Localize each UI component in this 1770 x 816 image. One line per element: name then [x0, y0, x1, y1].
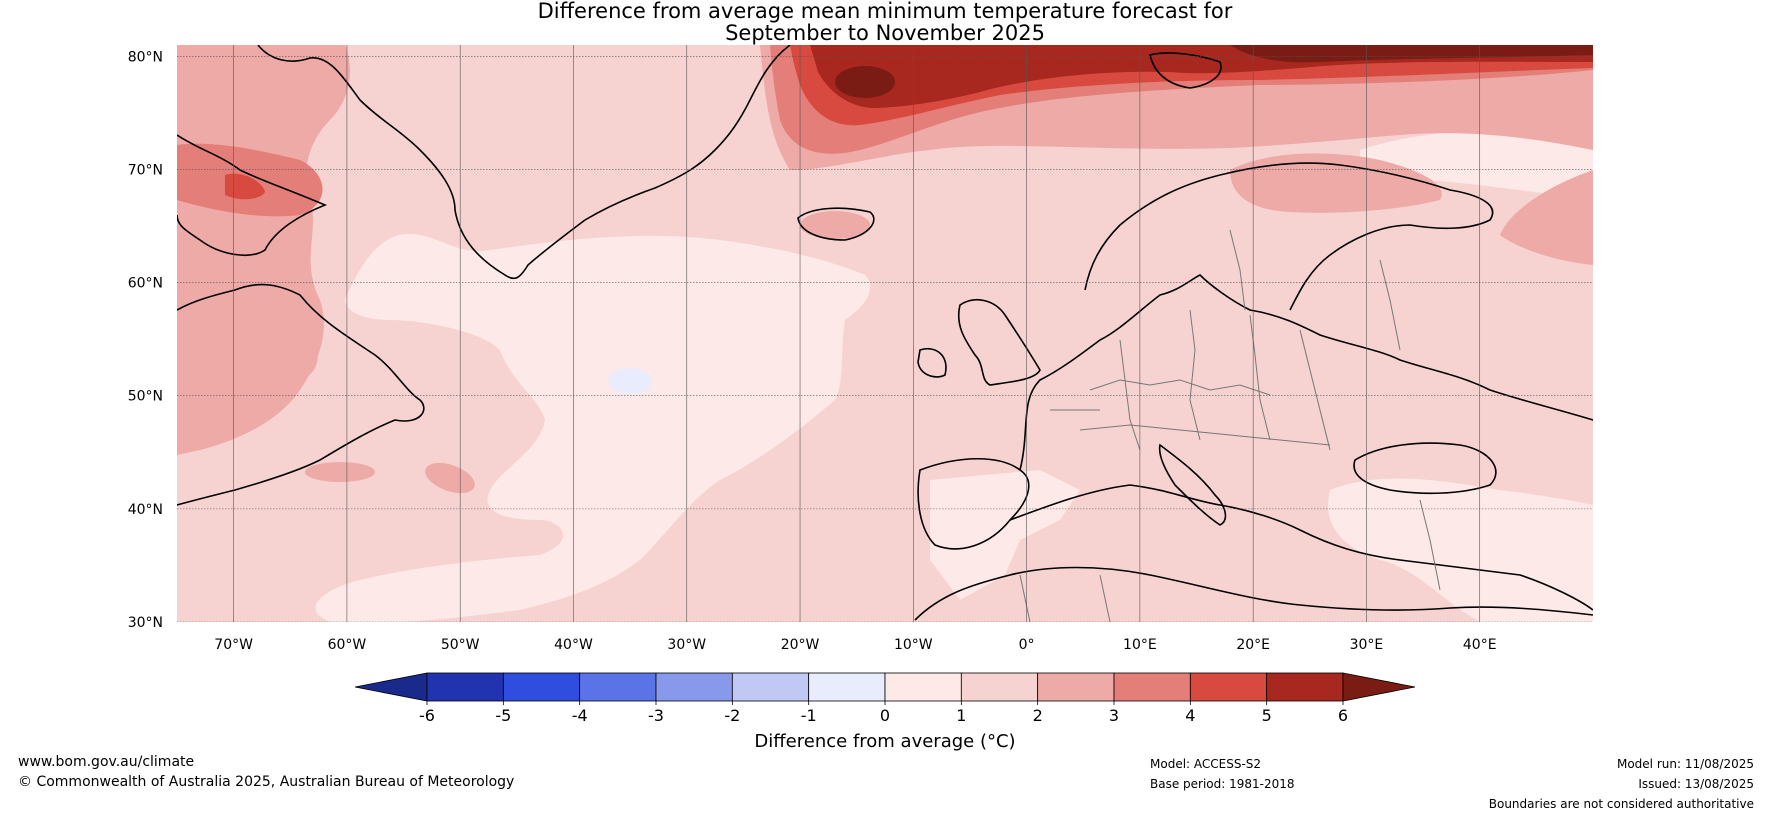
anomaly-minus1-0-blob [608, 368, 652, 394]
coastlines [177, 45, 1593, 621]
map-title-line1: Difference from average mean minimum tem… [537, 0, 1233, 23]
latitude-tick-label: 40°N [128, 502, 163, 518]
baffin-coast [177, 134, 328, 256]
colorbar-tick-label: 0 [880, 706, 890, 725]
longitude-tick-label: 50°W [441, 637, 480, 653]
longitude-labels: 70°W 60°W 50°W 40°W 30°W 20°W 10°W 0° 10°E 20°E 30… [214, 637, 1496, 653]
longitude-tick-label: 0° [1019, 637, 1035, 653]
longitude-tick-label: 10°E [1123, 637, 1157, 653]
anomaly-2-3-region-azores-north [425, 462, 475, 494]
colorbar-bin [731, 672, 810, 702]
anomaly-2-3-region-newfoundland-offshore [305, 462, 375, 482]
anomaly-4-5-region-baffin [225, 173, 265, 200]
longitude-tick-label: 40°W [554, 637, 593, 653]
colorbar-bin [808, 672, 886, 702]
anomaly-over6-region-barents [1230, 45, 1593, 63]
anomaly-2-3-region-russia [1500, 170, 1593, 265]
footer-model-run: Model run: 11/08/2025 [1616, 757, 1754, 771]
longitude-tick-label: 60°W [328, 637, 367, 653]
colorbar-tick-label: -4 [572, 706, 588, 725]
colorbar-tick-label: 6 [1338, 706, 1348, 725]
anomaly-2-3-region-labrador [177, 260, 318, 400]
colorbar-tick-label: -2 [724, 706, 740, 725]
iceland-coast [797, 207, 875, 241]
colorbar-bin [579, 672, 657, 702]
scandinavia-coast [1084, 162, 1494, 311]
colorbar-bin [1189, 672, 1268, 702]
colorbar-tick-label: -5 [495, 706, 511, 725]
footer-model: Model: ACCESS-S2 [1150, 757, 1262, 771]
latitude-tick-label: 50°N [128, 389, 163, 405]
latitude-tick-label: 70°N [128, 162, 163, 178]
latitude-labels: 30°N 40°N 50°N 60°N 70°N 80°N [128, 49, 163, 631]
longitude-tick-label: 20°E [1236, 637, 1270, 653]
longitude-tick-label: 10°W [894, 637, 933, 653]
colorbar-extend-low [354, 672, 428, 702]
colorbar-bin [884, 672, 962, 702]
svalbard-coast [1149, 52, 1222, 89]
footer-copyright: © Commonwealth of Australia 2025, Austra… [18, 774, 515, 790]
colorbar-tick-label: -1 [801, 706, 817, 725]
colorbar-bin [655, 672, 733, 702]
colorbar-extend-high [1342, 672, 1416, 702]
longitude-tick-label: 40°E [1463, 637, 1497, 653]
national-borders [1019, 229, 1441, 622]
europe-coast [1019, 274, 1593, 471]
labrador-coast [177, 283, 425, 506]
colorbar-tick-label: -3 [648, 706, 664, 725]
anomaly-0-1-region-mediterranean [930, 470, 1080, 600]
colorbar-ticks: -6 -5 -4 -3 -2 -1 0 1 2 3 4 5 6 [419, 701, 1348, 725]
colorbar-tick-label: 4 [1185, 706, 1195, 725]
longitude-tick-label: 20°W [781, 637, 820, 653]
north-africa-coast [914, 566, 1593, 621]
anomaly-0-1-region-barents [1360, 131, 1593, 200]
colorbar-bin [1037, 672, 1115, 702]
anomaly-2-3-region-scandinavia [1230, 153, 1442, 213]
black-sea-coast [1353, 442, 1497, 495]
colorbar-bin [1113, 672, 1191, 702]
anomaly-5-6-region-arctic [810, 45, 1593, 108]
colorbar-tick-label: 2 [1033, 706, 1043, 725]
colorbar-bin [502, 672, 581, 702]
longitude-tick-label: 70°W [214, 637, 253, 653]
greenland-coast [257, 45, 791, 280]
footer-base-period: Base period: 1981-2018 [1150, 777, 1295, 791]
graticule [177, 45, 1593, 622]
footer-disclaimer: Boundaries are not considered authoritat… [1488, 797, 1754, 811]
colorbar-bin [426, 672, 504, 702]
colorbar-tick-label: -6 [419, 706, 435, 725]
uk-coast [917, 299, 1041, 386]
latitude-tick-label: 80°N [128, 49, 163, 65]
anomaly-field [177, 45, 1593, 622]
anomaly-2-3-region-iceland [800, 211, 870, 239]
latitude-tick-label: 30°N [128, 615, 163, 631]
footer-issued: Issued: 13/08/2025 [1638, 777, 1754, 791]
anomaly-over6-region-greenland-sea [835, 66, 895, 98]
colorbar [354, 672, 1416, 702]
map-title-line2: September to November 2025 [725, 21, 1045, 45]
footer-url[interactable]: www.bom.gov.au/climate [18, 754, 195, 770]
anomaly-0-1-region-east [1328, 478, 1593, 622]
latitude-tick-label: 60°N [128, 276, 163, 292]
colorbar-bin [1266, 672, 1344, 702]
longitude-tick-label: 30°E [1350, 637, 1384, 653]
anomaly-0-1-region-atlantic [315, 233, 871, 622]
mediterranean-coast [1009, 484, 1593, 611]
colorbar-bin [960, 672, 1039, 702]
colorbar-tick-label: 3 [1109, 706, 1119, 725]
colorbar-label: Difference from average (°C) [754, 731, 1015, 752]
colorbar-tick-label: 5 [1262, 706, 1272, 725]
longitude-tick-label: 30°W [667, 637, 706, 653]
colorbar-tick-label: 1 [956, 706, 966, 725]
italy-coast [1158, 443, 1227, 526]
